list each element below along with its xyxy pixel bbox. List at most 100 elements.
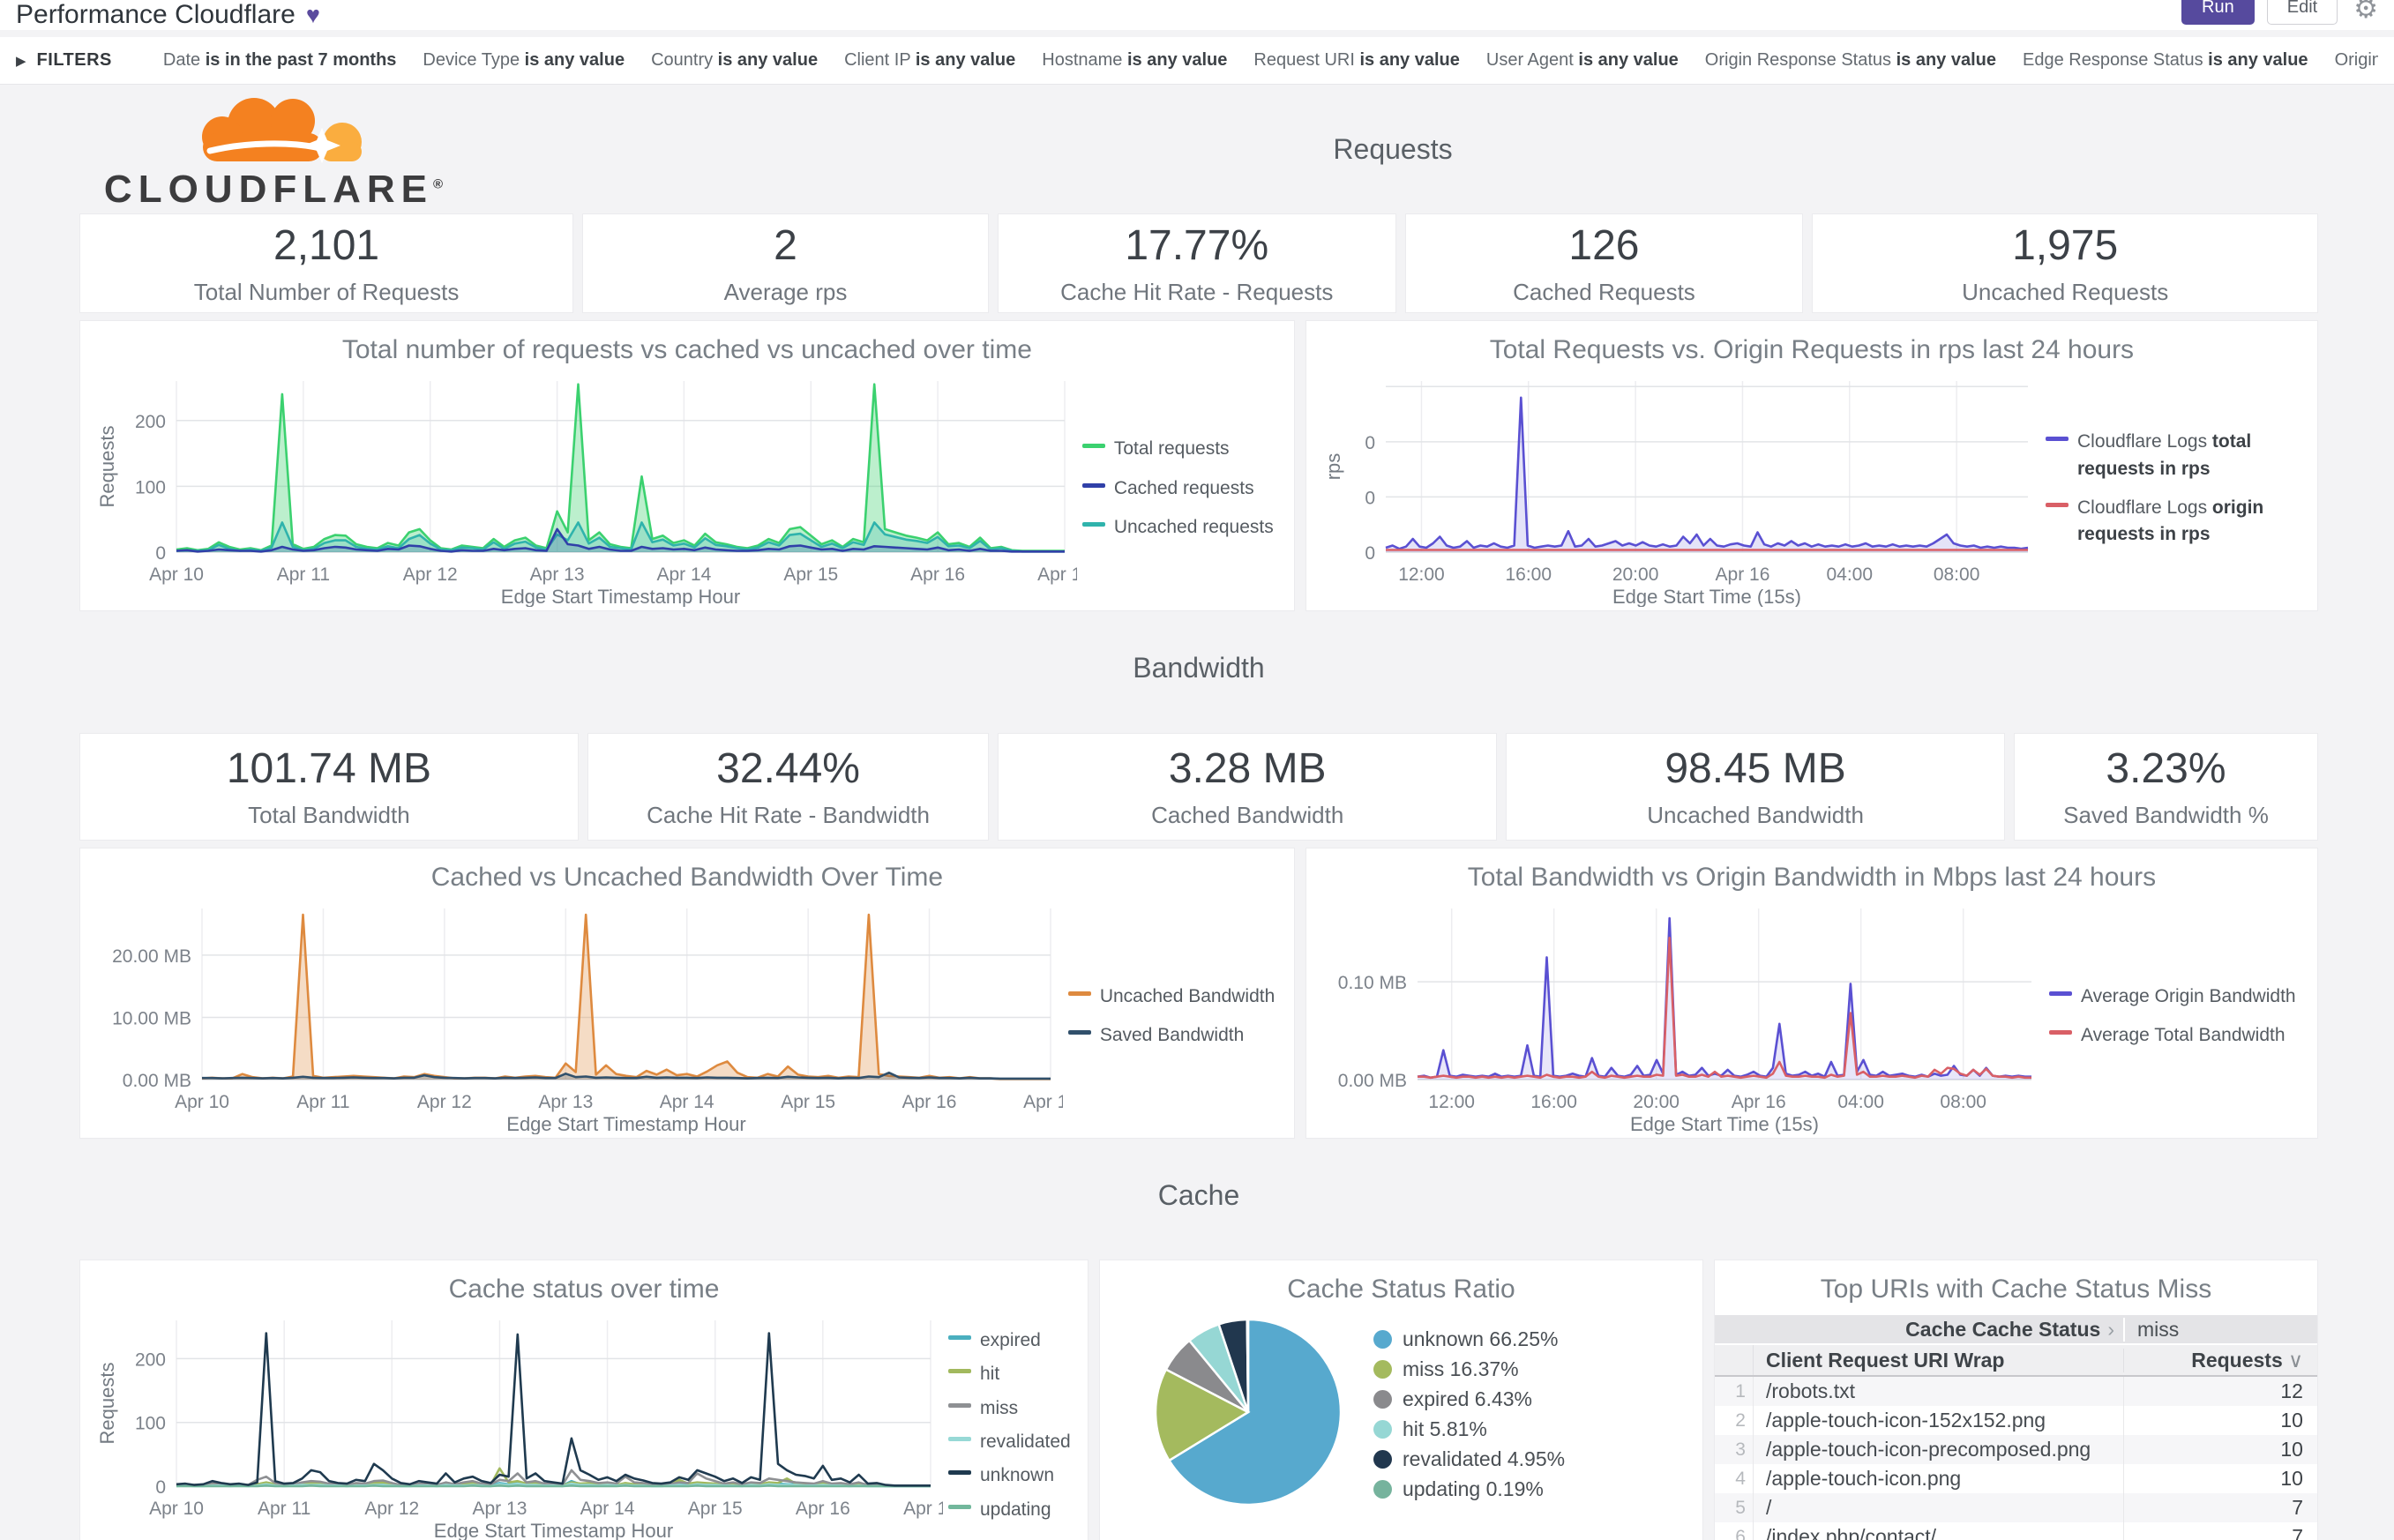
svg-text:04:00: 04:00 <box>1837 1092 1884 1112</box>
legend-item[interactable]: revalidated <box>947 1429 1075 1455</box>
kpi-value: 2,101 <box>273 221 380 269</box>
edit-button[interactable]: Edit <box>2266 0 2338 25</box>
filter-chip[interactable]: Origin IP is any value <box>2334 50 2378 70</box>
requests-column-header[interactable]: Requests ∨ <box>2122 1348 2317 1372</box>
filter-chip[interactable]: Device Type is any value <box>423 50 625 70</box>
cache-status-pie[interactable] <box>1153 1317 1343 1512</box>
row-number: 3 <box>1715 1435 1754 1464</box>
legend-item[interactable]: Cloudflare Logs total requests in rps <box>2045 429 2305 482</box>
legend-item[interactable]: updating <box>947 1497 1075 1523</box>
row-uri: /apple-touch-icon-precomposed.png <box>1765 1438 2091 1461</box>
requests-rps-plot[interactable]: 12:00 16:00 20:00 Apr 16 04:00 08:00 0 0 0 rps Edg… <box>1319 370 2040 608</box>
table-row[interactable]: 3 /apple-touch-icon-precomposed.png 10 <box>1714 1435 2317 1464</box>
pie-legend-item[interactable]: unknown 66.25% <box>1373 1327 1565 1351</box>
table-row[interactable]: 1 /robots.txt 12 <box>1714 1377 2317 1406</box>
legend-item[interactable]: miss <box>947 1395 1075 1422</box>
svg-text:20:00: 20:00 <box>1633 1092 1680 1112</box>
table-row[interactable]: 6 /index.php/contact/ 7 <box>1714 1522 2317 1540</box>
chart-legend: Average Origin Bandwidth Average Total B… <box>2044 898 2305 1134</box>
filter-chip[interactable]: Edge Response Status is any value <box>2023 50 2308 70</box>
svg-text:08:00: 08:00 <box>1940 1092 1986 1112</box>
bandwidth-over-time-plot[interactable]: Apr 10 Apr 11 Apr 12 Apr 13 Apr 14 Apr 15 Apr … <box>93 898 1078 1135</box>
svg-text:Apr 16: Apr 16 <box>1715 564 1769 585</box>
table-column-header: Client Request URI Wrap Requests ∨ <box>1714 1345 2317 1377</box>
legend-item[interactable]: hit <box>947 1361 1075 1387</box>
requests-over-time-plot[interactable]: Apr 10 Apr 11 Apr 12 Apr 13 Apr 14 Apr 15 Apr … <box>93 370 1092 608</box>
bandwidth-kpi-row: 101.74 MB Total Bandwidth 32.44% Cache H… <box>79 733 2318 841</box>
legend-dot <box>1373 1450 1392 1469</box>
legend-item[interactable]: unknown <box>947 1462 1075 1489</box>
filter-chip[interactable]: Country is any value <box>651 50 819 70</box>
legend-item[interactable]: expired <box>947 1327 1075 1354</box>
table-row[interactable]: 2 /apple-touch-icon-152x152.png 10 <box>1714 1406 2317 1435</box>
bandwidth-charts-row: Cached vs Uncached Bandwidth Over Time A… <box>79 848 2318 1139</box>
svg-text:Requests: Requests <box>96 426 118 508</box>
section-title-bandwidth: Bandwidth <box>1133 652 1265 684</box>
pie-legend-item[interactable]: hit 5.81% <box>1373 1417 1565 1441</box>
pie-legend-item[interactable]: revalidated 4.95% <box>1373 1447 1565 1471</box>
pie-legend-item[interactable]: miss 16.37% <box>1373 1357 1565 1381</box>
svg-text:08:00: 08:00 <box>1934 564 1980 585</box>
row-uri: /index.php/contact/ <box>1765 1525 1937 1540</box>
row-requests: 7 <box>2122 1493 2317 1522</box>
filter-chip[interactable]: User Agent is any value <box>1485 50 1679 70</box>
kpi-tile: 101.74 MB Total Bandwidth <box>79 733 579 841</box>
row-requests: 10 <box>2122 1435 2317 1464</box>
svg-text:Apr 12: Apr 12 <box>403 564 458 585</box>
bandwidth-24h-plot[interactable]: 12:00 16:00 20:00 Apr 16 04:00 08:00 0.00 MB 0.… <box>1319 898 2044 1135</box>
pie-card-cache-status-ratio: Cache Status Ratio unknown 66.25% miss 1… <box>1098 1260 1703 1540</box>
cloudflare-cloud-icon <box>202 98 362 163</box>
legend-swatch <box>1067 1030 1091 1035</box>
legend-item[interactable]: Average Total Bandwidth <box>2048 1022 2305 1049</box>
uri-column-header[interactable]: Client Request URI Wrap <box>1765 1348 2005 1372</box>
pie-legend-item[interactable]: updating 0.19% <box>1373 1477 1565 1501</box>
page-title: Performance Cloudflare <box>16 0 296 29</box>
legend-item[interactable]: Saved Bandwidth <box>1067 1022 1282 1049</box>
row-requests: 12 <box>2122 1377 2317 1406</box>
svg-text:0: 0 <box>155 1477 166 1498</box>
legend-item[interactable]: Average Origin Bandwidth <box>2048 983 2305 1010</box>
table-row[interactable]: 5 / 7 <box>1714 1493 2317 1522</box>
kpi-label: Saved Bandwidth % <box>2063 802 2269 828</box>
legend-item[interactable]: Uncached requests <box>1081 514 1282 541</box>
run-button[interactable]: Run <box>2181 0 2255 25</box>
legend-item[interactable]: Total requests <box>1081 436 1282 462</box>
filter-chip[interactable]: Origin Response Status is any value <box>1704 50 1996 70</box>
svg-text:0.10 MB: 0.10 MB <box>1338 973 1407 993</box>
chart-title: Cache Status Ratio <box>1287 1275 1515 1304</box>
chart-legend: Uncached Bandwidth Saved Bandwidth <box>1063 898 1282 1134</box>
row-number: 1 <box>1715 1377 1754 1406</box>
chart-title: Cached vs Uncached Bandwidth Over Time <box>430 863 944 892</box>
filter-chip[interactable]: Date is in the past 7 months <box>162 50 397 70</box>
svg-text:100: 100 <box>135 477 166 497</box>
svg-text:Requests: Requests <box>96 1363 118 1445</box>
legend-swatch <box>2048 991 2072 996</box>
kpi-tile: 2 Average rps <box>582 213 989 313</box>
chart-card-requests-rps-24h: Total Requests vs. Origin Requests in rp… <box>1305 320 2318 611</box>
table-row[interactable]: 4 /apple-touch-icon.png 10 <box>1714 1464 2317 1493</box>
gear-icon[interactable]: ⚙ <box>2353 0 2378 24</box>
row-number: 4 <box>1715 1464 1754 1493</box>
pie-legend-item[interactable]: expired 6.43% <box>1373 1387 1565 1411</box>
filter-chip[interactable]: Request URI is any value <box>1253 50 1460 70</box>
kpi-label: Cache Hit Rate - Requests <box>1060 278 1334 305</box>
legend-item[interactable]: Uncached Bandwidth <box>1067 983 1282 1010</box>
legend-swatch <box>947 1402 971 1408</box>
topbar-divider <box>0 30 2394 37</box>
filter-chip[interactable]: Client IP is any value <box>844 50 1016 70</box>
svg-text:Apr 12: Apr 12 <box>417 1092 472 1112</box>
kpi-value: 32.44% <box>716 745 860 792</box>
svg-text:0.00 MB: 0.00 MB <box>123 1071 191 1091</box>
svg-text:Apr 13: Apr 13 <box>538 1092 593 1112</box>
svg-text:Edge Start Timestamp Hour: Edge Start Timestamp Hour <box>501 586 740 607</box>
filters-toggle[interactable]: ▶ FILTERS <box>16 50 112 71</box>
caret-right-icon: ▶ <box>16 53 26 69</box>
legend-item[interactable]: Cloudflare Logs origin requests in rps <box>2045 495 2305 549</box>
legend-item[interactable]: Cached requests <box>1081 475 1282 502</box>
cache-status-plot[interactable]: Apr 10 Apr 11 Apr 12 Apr 13 Apr 14 Apr 15 Apr … <box>93 1310 958 1540</box>
svg-text:16:00: 16:00 <box>1530 1092 1577 1112</box>
chart-title: Cache status over time <box>448 1275 720 1304</box>
section-title-requests: Requests <box>1333 132 1453 165</box>
filter-chip[interactable]: Hostname is any value <box>1042 50 1228 70</box>
row-uri: /apple-touch-icon-152x152.png <box>1765 1409 2046 1432</box>
